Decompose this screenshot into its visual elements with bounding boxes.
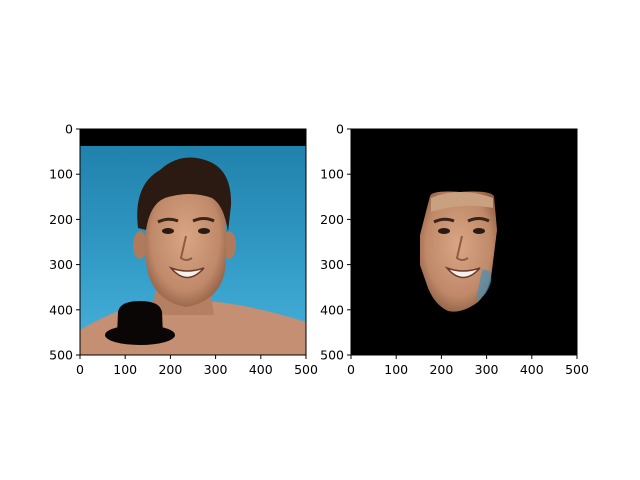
right-y-tick-label: 200	[320, 212, 344, 227]
right-y-tick-label: 100	[320, 167, 344, 182]
right-x-tick-label: 200	[429, 362, 453, 377]
right-x-tick-label: 300	[475, 362, 499, 377]
left-ear	[133, 231, 147, 259]
left-x-tick-label: 100	[113, 362, 137, 377]
left-axes-frame	[79, 128, 307, 356]
right-x-tick-label: 0	[347, 362, 355, 377]
left-y-tick-label: 200	[49, 212, 73, 227]
right-axes-frame	[350, 128, 578, 356]
left-x-tick-label: 500	[294, 362, 318, 377]
right-x-tick-label: 400	[520, 362, 544, 377]
right-image	[351, 129, 577, 355]
left-y-tick-label: 100	[49, 167, 73, 182]
hat-crown	[117, 301, 163, 335]
left-eye	[162, 228, 174, 234]
right-y-tick-label: 500	[320, 348, 344, 363]
masked-edge-shadow	[476, 269, 492, 300]
top-black-band	[80, 129, 306, 146]
left-image	[80, 129, 306, 355]
masked-left-eyebrow	[433, 217, 455, 224]
nose	[179, 235, 193, 261]
masked-nose	[455, 235, 469, 261]
right-eye	[198, 228, 210, 234]
left-x-tick-label: 300	[204, 362, 228, 377]
left-x-tick-label: 0	[76, 362, 84, 377]
left-y-tick-label: 400	[49, 302, 73, 317]
mouth	[168, 266, 205, 279]
masked-left-eye	[438, 228, 450, 234]
face	[145, 181, 226, 307]
masked-hairline	[431, 192, 493, 212]
masked-right-eye	[473, 228, 485, 234]
left-eyebrow	[157, 217, 179, 224]
right-y-tick-label: 300	[320, 257, 344, 272]
left-y-tick-label: 500	[49, 348, 73, 363]
masked-right-eyebrow	[467, 217, 490, 223]
right-eyebrow	[192, 217, 215, 223]
left-y-tick-label: 300	[49, 257, 73, 272]
masked-mouth	[444, 266, 481, 279]
right-y-tick-label: 400	[320, 302, 344, 317]
right-x-tick-label: 500	[565, 362, 589, 377]
left-y-tick-label: 0	[65, 122, 73, 137]
hair	[137, 157, 232, 232]
left-x-tick-label: 400	[249, 362, 273, 377]
right-y-tick-label: 0	[336, 122, 344, 137]
left-x-tick-label: 200	[158, 362, 182, 377]
right-x-tick-label: 100	[384, 362, 408, 377]
